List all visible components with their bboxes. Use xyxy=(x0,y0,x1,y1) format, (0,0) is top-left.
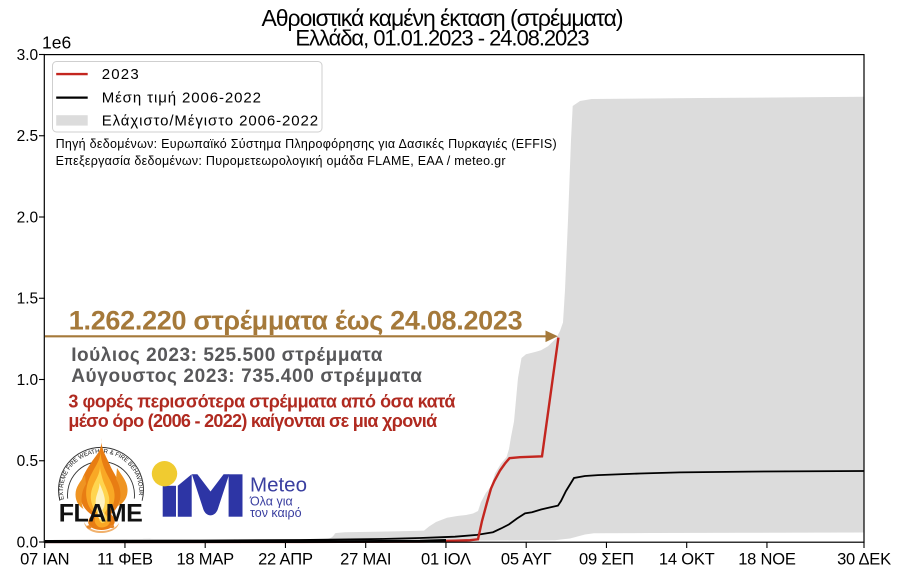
svg-text:τον καιρό: τον καιρό xyxy=(250,506,302,520)
svg-text:Επεξεργασία δεδομένων: Πυρομετ: Επεξεργασία δεδομένων: Πυρομετεωρολογική… xyxy=(56,154,506,168)
svg-text:2.0: 2.0 xyxy=(17,209,39,226)
svg-text:Μέση τιμή 2006-2022: Μέση τιμή 2006-2022 xyxy=(102,90,262,107)
svg-text:18 ΜΑΡ: 18 ΜΑΡ xyxy=(176,550,234,568)
svg-text:Ιούλιος 2023: 525.500 στρέμματ: Ιούλιος 2023: 525.500 στρέμματα xyxy=(71,345,383,366)
svg-text:05 ΑΥΓ: 05 ΑΥΓ xyxy=(501,550,552,568)
svg-text:Ελλάδα, 01.01.2023 - 24.08.202: Ελλάδα, 01.01.2023 - 24.08.2023 xyxy=(295,26,589,51)
svg-text:1.262.220 στρέμματα έως 24.08.: 1.262.220 στρέμματα έως 24.08.2023 xyxy=(69,306,523,336)
svg-text:30 ΔΕΚ: 30 ΔΕΚ xyxy=(837,550,891,568)
svg-text:FLAME: FLAME xyxy=(59,500,143,528)
svg-text:Αθροιστικά καμένη έκταση (στρέ: Αθροιστικά καμένη έκταση (στρέμματα) xyxy=(261,5,622,31)
svg-text:2023: 2023 xyxy=(102,66,140,83)
svg-text:0.0: 0.0 xyxy=(17,534,39,551)
svg-text:07 ΙΑΝ: 07 ΙΑΝ xyxy=(20,550,69,568)
svg-text:27 ΜΑΙ: 27 ΜΑΙ xyxy=(340,550,391,568)
svg-text:Όλα για: Όλα για xyxy=(249,495,293,509)
svg-text:Αύγουστος 2023: 735.400 στρέμμ: Αύγουστος 2023: 735.400 στρέμματα xyxy=(71,366,422,387)
svg-text:1e6: 1e6 xyxy=(42,33,71,53)
svg-text:14 ΟΚΤ: 14 ΟΚΤ xyxy=(659,550,715,568)
svg-text:Meteo: Meteo xyxy=(250,474,307,497)
svg-text:0.5: 0.5 xyxy=(17,453,39,470)
svg-text:01 ΙΟΛ: 01 ΙΟΛ xyxy=(421,550,471,568)
svg-text:Ελάχιστο/Μέγιστο 2006-2022: Ελάχιστο/Μέγιστο 2006-2022 xyxy=(102,113,319,130)
svg-text:3 φορές περισσότερα στρέμματα: 3 φορές περισσότερα στρέμματα από όσα κα… xyxy=(68,391,455,411)
svg-text:μέσο όρο (2006 - 2022) καίγοντ: μέσο όρο (2006 - 2022) καίγονται σε μια … xyxy=(68,411,437,431)
svg-text:1.0: 1.0 xyxy=(17,372,39,389)
svg-text:Πηγή δεδομένων: Ευρωπαϊκό Σύστ: Πηγή δεδομένων: Ευρωπαϊκό Σύστημα Πληροφ… xyxy=(56,137,557,151)
svg-text:2.5: 2.5 xyxy=(17,128,39,145)
svg-text:09 ΣΕΠ: 09 ΣΕΠ xyxy=(579,550,634,568)
svg-text:3.0: 3.0 xyxy=(17,47,39,64)
svg-text:11 ΦΕΒ: 11 ΦΕΒ xyxy=(97,550,153,568)
svg-text:18 ΝΟΕ: 18 ΝΟΕ xyxy=(738,550,796,568)
svg-text:22 ΑΠΡ: 22 ΑΠΡ xyxy=(258,550,313,568)
svg-text:1.5: 1.5 xyxy=(17,291,39,308)
